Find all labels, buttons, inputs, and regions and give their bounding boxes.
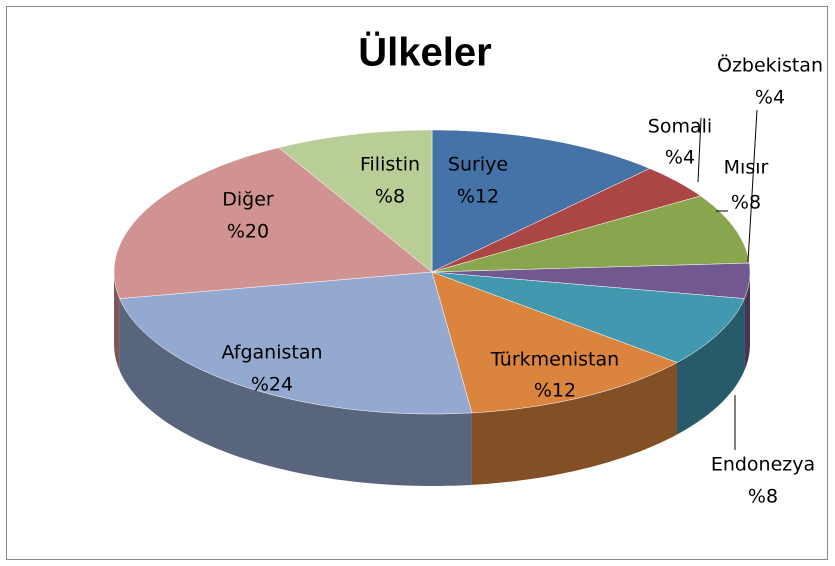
data-label-name: Suriye [448,154,508,176]
data-label-name: Özbekistan [717,54,823,77]
slice [431,168,702,273]
data-label-value: %8 [731,192,761,214]
slice [431,271,745,363]
slice-side [114,272,120,371]
data-label-value: %8 [375,186,405,208]
slice [431,129,651,273]
chart-title: Ülkeler [358,30,491,75]
data-label-name: Filistin [360,154,420,176]
slice-side [677,298,745,435]
slice [431,262,751,299]
data-label-name: Diğer [222,189,274,211]
leader-line [747,109,758,263]
data-label-value: %12 [457,186,499,208]
data-label-name: Endonezya [711,454,815,476]
slice-side [119,298,472,486]
data-label-name: Afganistan [221,342,322,364]
data-label-name: Mısır [724,157,769,179]
data-label-name: Somali [648,116,712,138]
data-label-value: %20 [227,221,269,243]
data-label-value: %4 [755,87,785,109]
slice [119,271,473,415]
slice [113,147,433,299]
slice [431,271,678,414]
slice [278,129,433,273]
slice-side [744,272,750,371]
slice [431,195,750,273]
data-label-value: %24 [251,374,293,396]
data-label-value: %12 [534,380,576,402]
slice-side [471,362,677,485]
data-label-value: %4 [665,147,695,169]
leader-line [697,117,702,183]
data-label-name: Türkmenistan [490,349,619,371]
data-label-value: %8 [748,486,778,508]
